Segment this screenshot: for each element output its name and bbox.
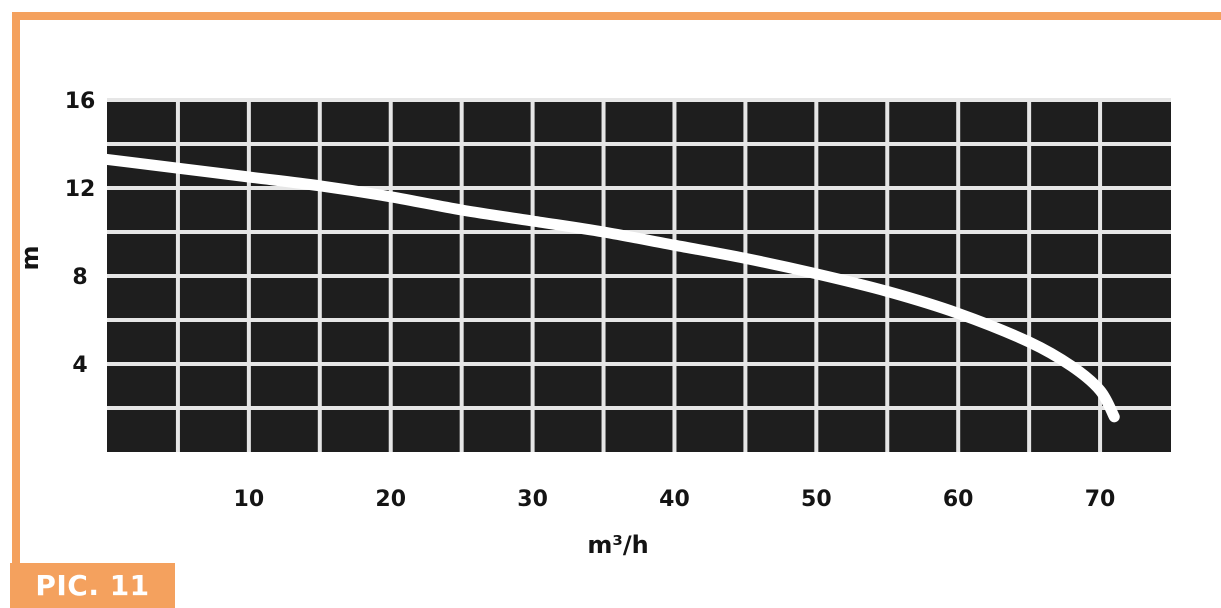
x-tick-label: 60 <box>943 487 974 512</box>
x-tick-label: 10 <box>234 487 265 512</box>
y-tick-label: 16 <box>65 89 96 114</box>
x-tick-label: 20 <box>375 487 406 512</box>
y-tick-label: 8 <box>72 265 87 290</box>
performance-curve <box>101 153 1120 423</box>
x-tick-label: 40 <box>659 487 690 512</box>
x-axis-label: m³/h <box>587 531 648 559</box>
figure-caption: PIC. 11 <box>10 563 175 608</box>
frame-left-border <box>12 12 20 572</box>
x-tick-label: 50 <box>801 487 832 512</box>
y-tick-label: 4 <box>72 353 87 378</box>
x-tick-label: 70 <box>1085 487 1116 512</box>
frame-top-border <box>12 12 1221 20</box>
y-tick-label: 12 <box>65 177 96 202</box>
x-tick-label: 30 <box>517 487 548 512</box>
y-axis-label: m <box>16 245 44 270</box>
